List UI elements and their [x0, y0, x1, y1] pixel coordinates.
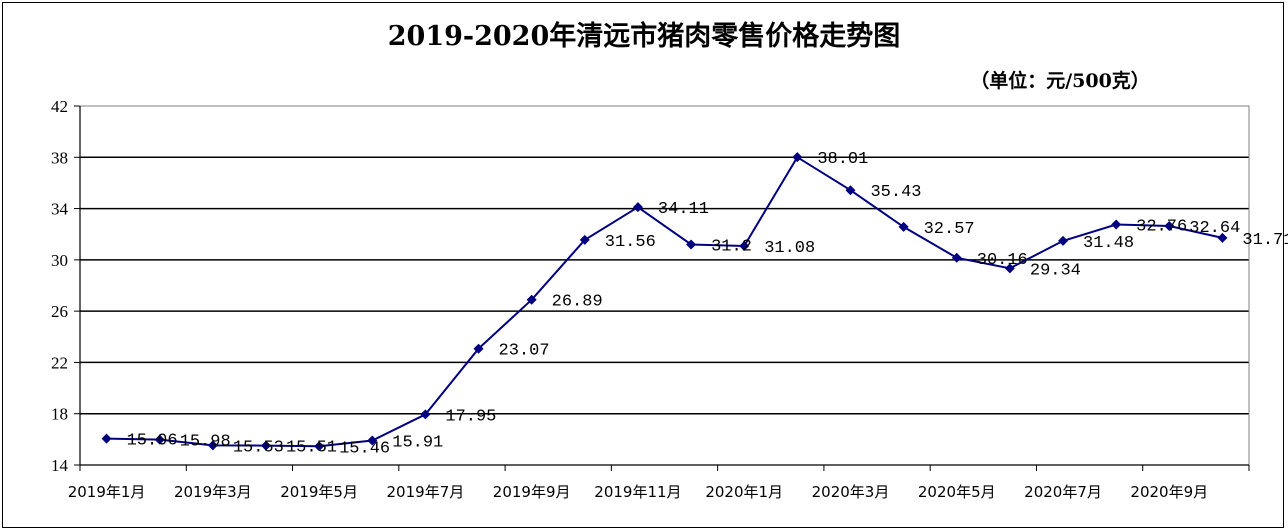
- data-point: [1217, 232, 1228, 243]
- data-label: 32.76: [1136, 217, 1187, 236]
- data-point: [792, 152, 803, 163]
- y-tick-label: 38: [51, 148, 68, 167]
- data-label: 29.34: [1030, 261, 1081, 280]
- y-tick-labels: 14 18 22 26 30 34 38 42: [51, 97, 69, 475]
- data-label: 38.01: [817, 150, 868, 169]
- data-point: [154, 434, 165, 445]
- data-point: [632, 202, 643, 213]
- series-markers: [101, 152, 1228, 452]
- data-label: 32.64: [1189, 219, 1240, 238]
- data-point: [579, 234, 590, 245]
- y-tick-label: 42: [51, 97, 68, 116]
- gridlines: [74, 105, 1249, 466]
- data-label: 23.07: [499, 342, 550, 361]
- x-tick-label: 2020年3月: [812, 483, 890, 501]
- x-tick-label: 2019年11月: [594, 483, 681, 501]
- x-tick-label: 2019年3月: [174, 483, 252, 501]
- x-tick-label: 2020年5月: [918, 483, 996, 501]
- data-label: 34.11: [658, 200, 709, 219]
- y-tick-label: 30: [51, 251, 68, 270]
- x-tick-label: 2019年1月: [68, 483, 146, 501]
- data-point: [1058, 235, 1069, 246]
- x-tick-label: 2019年9月: [493, 483, 571, 501]
- data-point: [473, 343, 484, 354]
- chart-title: 2019-2020年清远市猪肉零售价格走势图: [387, 21, 901, 52]
- y-tick-label: 22: [51, 353, 68, 372]
- y-tick-label: 14: [51, 456, 69, 475]
- y-tick-label: 26: [51, 302, 68, 321]
- axes: [79, 106, 1250, 471]
- data-point: [314, 441, 325, 452]
- data-label: 31.08: [764, 239, 815, 258]
- data-point: [1004, 263, 1015, 274]
- x-tick-label: 2020年7月: [1024, 483, 1102, 501]
- data-point: [367, 435, 378, 446]
- data-point: [207, 440, 218, 451]
- x-tick-label: 2020年9月: [1130, 483, 1208, 501]
- data-label: 31.56: [605, 233, 656, 252]
- data-point: [526, 294, 537, 305]
- data-label: 31.48: [1083, 234, 1134, 253]
- data-label: 15.98: [180, 433, 231, 452]
- data-label: 15.06: [127, 432, 178, 451]
- y-tick-label: 34: [51, 200, 69, 219]
- data-label: 15.91: [392, 434, 443, 453]
- data-label: 31.2: [711, 237, 752, 256]
- data-label: 26.89: [552, 293, 603, 312]
- series-line-path: [106, 155, 1223, 448]
- x-tick-label: 2019年7月: [387, 483, 465, 501]
- x-tick-label: 2019年5月: [280, 483, 358, 501]
- data-point: [101, 433, 112, 444]
- data-point: [951, 252, 962, 263]
- data-point: [420, 409, 431, 420]
- data-point: [1111, 219, 1122, 230]
- data-point: [260, 440, 271, 451]
- data-label: 15.53: [233, 438, 284, 457]
- data-label: 35.43: [870, 183, 921, 202]
- data-label: 15.46: [339, 439, 390, 458]
- y-tick-label: 18: [51, 405, 68, 424]
- data-point: [845, 185, 856, 196]
- data-label: 32.57: [924, 220, 975, 239]
- data-point: [898, 221, 909, 232]
- data-point: [686, 239, 697, 250]
- x-tick-labels: 2019年1月 2019年3月 2019年5月 2019年7月 2019年9月 2019年…: [68, 483, 1208, 501]
- data-point: [739, 241, 750, 252]
- data-label: 17.95: [445, 407, 496, 426]
- x-tick-label: 2020年1月: [705, 483, 783, 501]
- plot-area-border: [79, 105, 1250, 466]
- data-label: 31.71: [1242, 231, 1288, 250]
- unit-label: （单位：元/500克）: [970, 70, 1150, 92]
- data-label: 30.16: [977, 251, 1028, 270]
- data-label: 15.51: [286, 439, 337, 458]
- data-point: [1164, 221, 1175, 232]
- series-line: [106, 155, 1223, 448]
